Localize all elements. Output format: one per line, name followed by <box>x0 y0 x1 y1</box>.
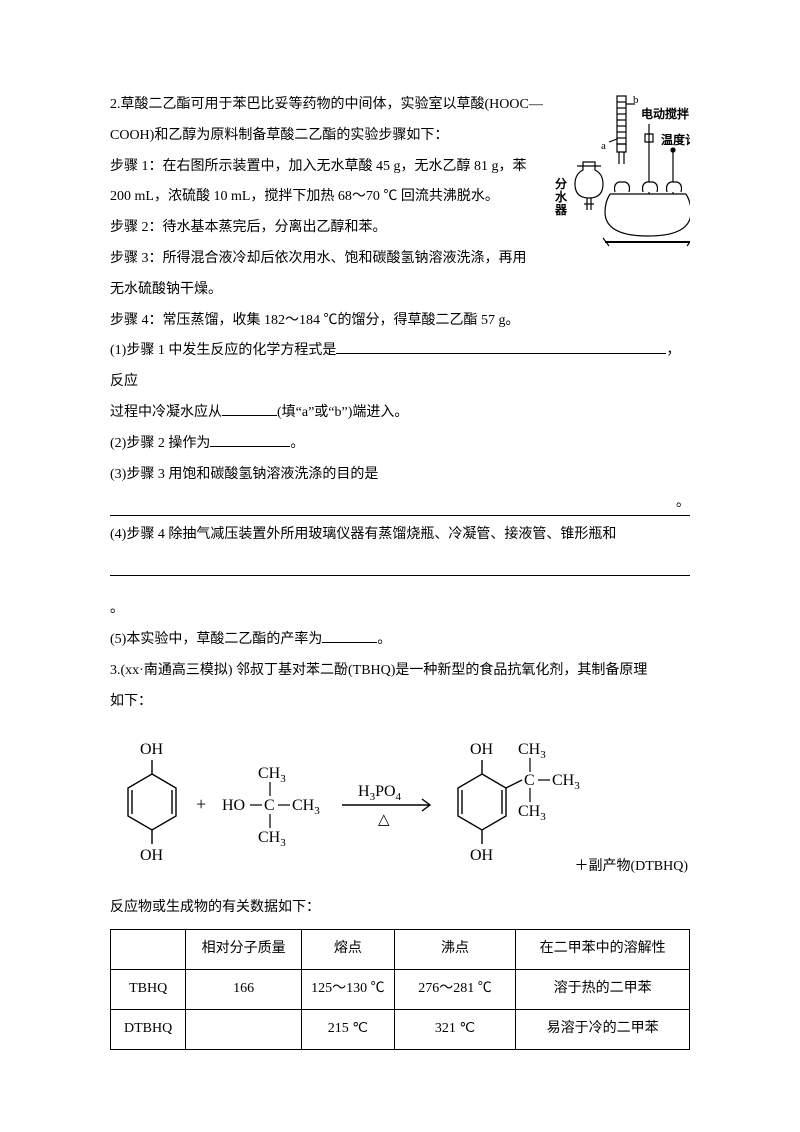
data-table: 相对分子质量 熔点 沸点 在二甲苯中的溶解性 TBHQ 166 125～130 … <box>110 929 690 1049</box>
svg-text:+: + <box>196 794 206 814</box>
q3-intro: 3.(xx·南通高三模拟) 邻叔丁基对苯二酚(TBHQ)是一种新型的食品抗氧化剂… <box>110 656 690 687</box>
label-sep-2: 水 <box>555 189 568 204</box>
q2-part2: (2)步骤 2 操作为。 <box>110 429 690 460</box>
q2-part1: (1)步骤 1 中发生反应的化学方程式是，反应 <box>110 336 690 398</box>
q2-part1c: 过程中冷凝水应从(填“a”或“b”)端进入。 <box>110 398 690 429</box>
label-sep-1: 分 <box>555 176 567 191</box>
q2-step3b: 无水硫酸钠干燥。 <box>110 275 690 306</box>
table-header-row: 相对分子质量 熔点 沸点 在二甲苯中的溶解性 <box>111 930 690 970</box>
label-thermo: 温度计 <box>661 132 690 147</box>
th-1: 相对分子质量 <box>186 930 302 970</box>
blank-yield <box>322 629 377 643</box>
svg-text:OH: OH <box>140 741 164 758</box>
svg-text:CH3: CH3 <box>258 829 286 849</box>
blank-op <box>210 433 290 447</box>
svg-text:C: C <box>524 772 535 789</box>
table-row: DTBHQ 215 ℃ 321 ℃ 易溶于冷的二甲苯 <box>111 1009 690 1049</box>
table-row: TBHQ 166 125～130 ℃ 276～281 ℃ 溶于热的二甲苯 <box>111 970 690 1010</box>
q2-part4: (4)步骤 4 除抽气减压装置外所用玻璃仪器有蒸馏烧瓶、冷凝管、接液管、锥形瓶和 <box>110 520 690 551</box>
svg-text:H3PO4: H3PO4 <box>358 783 402 803</box>
svg-text:CH3: CH3 <box>292 797 320 817</box>
blank-full-2 <box>110 557 690 577</box>
svg-text:△: △ <box>378 812 390 828</box>
svg-text:CH3: CH3 <box>518 741 546 761</box>
q2-part4-period: 。 <box>110 594 690 625</box>
blank-full-1: 。 <box>110 496 690 516</box>
svg-text:HO: HO <box>222 797 245 814</box>
q2-part3: (3)步骤 3 用饱和碳酸氢钠溶液洗涤的目的是 <box>110 460 690 491</box>
apparatus-diagram: b a 电动搅拌 温度计 分 水 器 <box>555 94 690 249</box>
blank-ab <box>222 402 277 416</box>
sideproduct-label: ＋副产物(DTBHQ) <box>574 852 688 883</box>
document-page: b a 电动搅拌 温度计 分 水 器 2.草酸二乙酯可用于苯巴比妥等药物的中间体… <box>0 0 800 1110</box>
q3-tableintro: 反应物或生成物的有关数据如下： <box>110 893 690 924</box>
th-0 <box>111 930 186 970</box>
svg-text:CH3: CH3 <box>552 772 580 792</box>
q2-step4: 步骤 4：常压蒸馏，收集 182～184 ℃的馏分，得草酸二乙酯 57 g。 <box>110 306 690 337</box>
label-a: a <box>601 140 606 152</box>
reaction-scheme: OH OH + HO C CH3 CH3 CH3 H3PO4 △ <box>110 732 690 887</box>
svg-text:CH3: CH3 <box>258 765 286 785</box>
svg-text:OH: OH <box>470 847 494 864</box>
svg-text:OH: OH <box>470 741 494 758</box>
blank-equation <box>336 340 666 354</box>
label-sep-3: 器 <box>555 203 568 217</box>
q3-intro2: 如下： <box>110 687 690 718</box>
svg-text:C: C <box>264 797 275 814</box>
svg-text:OH: OH <box>140 847 164 864</box>
svg-text:CH3: CH3 <box>518 803 546 823</box>
label-b: b <box>633 94 639 106</box>
th-2: 熔点 <box>302 930 395 970</box>
th-3: 沸点 <box>394 930 516 970</box>
q2-part5: (5)本实验中，草酸二乙酯的产率为。 <box>110 625 690 656</box>
th-4: 在二甲苯中的溶解性 <box>516 930 690 970</box>
label-stir: 电动搅拌 <box>641 106 689 121</box>
